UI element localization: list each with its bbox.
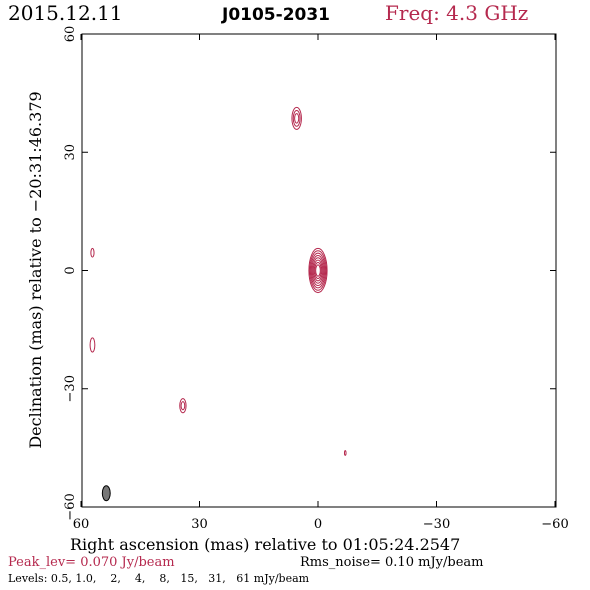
y-tick-label: −30 xyxy=(63,375,78,402)
contour-line xyxy=(308,247,328,294)
contour-line xyxy=(179,398,187,414)
x-tick-label: 0 xyxy=(314,517,322,532)
beam-ellipse xyxy=(101,485,111,502)
contour-line xyxy=(315,264,321,277)
beam-shape xyxy=(101,485,111,502)
contour-line xyxy=(310,252,326,289)
plot-frame xyxy=(81,33,557,508)
x-tick-labels: 60 30 0 −30 −60 xyxy=(73,517,569,532)
rms-noise: Rms_noise= 0.10 mJy/beam xyxy=(300,555,483,570)
y-axis-title: Declination (mas) relative to −20:31:46.… xyxy=(26,91,45,448)
contour-line xyxy=(309,250,327,291)
contour-line xyxy=(343,450,347,456)
x-tick-label: 60 xyxy=(73,517,90,532)
contour-component xyxy=(308,247,328,294)
y-tick-label: −60 xyxy=(63,493,78,520)
contour-line xyxy=(312,257,324,284)
observation-date: 2015.12.11 xyxy=(8,1,123,25)
contour-line xyxy=(90,247,95,258)
contour-line xyxy=(294,113,300,124)
peak-level: Peak_lev= 0.070 Jy/beam xyxy=(8,555,175,570)
y-tick-label: 30 xyxy=(63,144,78,161)
y-tick-label: 60 xyxy=(63,26,78,43)
contour-component xyxy=(291,106,302,130)
contour-component xyxy=(343,450,347,456)
contour-components xyxy=(89,106,347,456)
contour-component xyxy=(179,398,187,414)
x-axis-title: Right ascension (mas) relative to 01:05:… xyxy=(70,535,460,554)
contour-levels: Levels: 0.5, 1.0, 2, 4, 8, 15, 31, 61 mJ… xyxy=(8,572,310,585)
contour-line xyxy=(311,254,325,287)
contour-component xyxy=(90,247,95,258)
frequency-label: Freq: 4.3 GHz xyxy=(385,1,528,25)
x-tick-label: −60 xyxy=(541,517,568,532)
x-tick-label: 30 xyxy=(191,517,208,532)
contour-component xyxy=(89,337,96,353)
y-tick-label: 0 xyxy=(63,266,78,274)
contour-line xyxy=(180,401,186,411)
x-tick-label: −30 xyxy=(423,517,450,532)
contour-line xyxy=(314,261,322,280)
axis-ticks xyxy=(80,33,556,508)
contour-line xyxy=(291,106,302,130)
contour-line xyxy=(89,337,96,353)
contour-line xyxy=(292,109,301,127)
source-name: J0105-2031 xyxy=(221,5,330,25)
contour-line xyxy=(313,259,323,282)
y-tick-labels: 60 30 0 −30 −60 xyxy=(63,26,78,521)
